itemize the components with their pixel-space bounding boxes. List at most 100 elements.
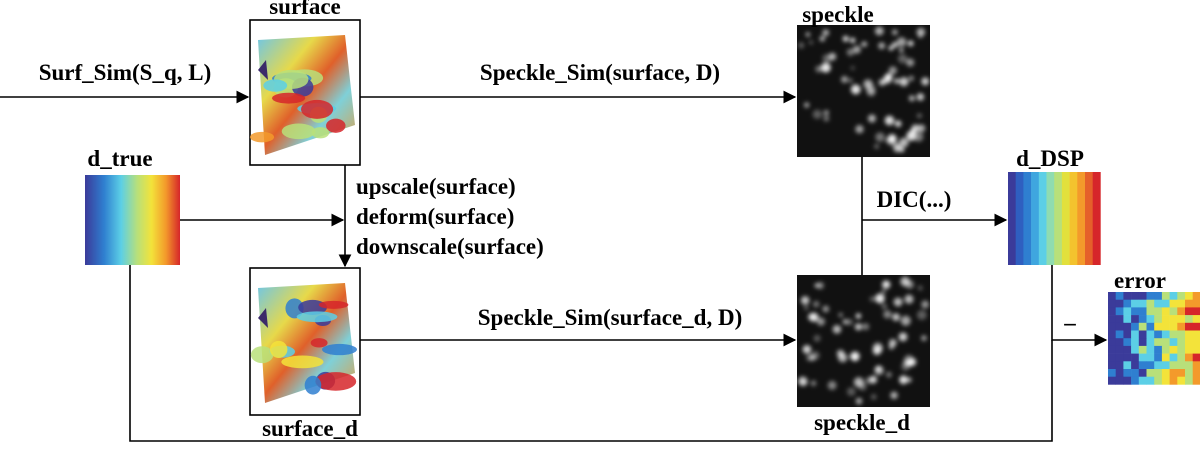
texture xyxy=(1161,369,1170,377)
texture xyxy=(1161,361,1170,370)
speckle-image xyxy=(797,25,930,157)
texture xyxy=(1123,353,1132,362)
texture xyxy=(1146,292,1155,300)
texture xyxy=(1185,376,1193,385)
texture xyxy=(1131,338,1140,347)
texture xyxy=(875,366,881,371)
texture xyxy=(1108,376,1116,385)
texture xyxy=(898,332,908,342)
texture xyxy=(1177,322,1186,331)
texture xyxy=(874,26,884,36)
texture xyxy=(1185,369,1193,377)
texture xyxy=(1123,369,1132,377)
texture xyxy=(1054,172,1063,265)
texture xyxy=(1177,369,1186,377)
texture xyxy=(1138,299,1147,308)
texture xyxy=(860,41,866,47)
texture xyxy=(1108,353,1116,362)
texture xyxy=(918,33,923,39)
texture xyxy=(1192,299,1200,308)
texture xyxy=(1177,299,1186,308)
texture xyxy=(281,355,324,369)
texture xyxy=(823,109,830,116)
texture xyxy=(1192,353,1200,362)
texture xyxy=(1108,330,1116,339)
texture xyxy=(300,99,334,119)
texture xyxy=(1177,361,1186,370)
texture xyxy=(803,305,809,311)
texture xyxy=(842,319,848,325)
texture xyxy=(1138,307,1147,316)
texture xyxy=(1138,315,1147,324)
texture xyxy=(906,58,915,67)
texture xyxy=(802,345,812,354)
edge-label: Surf_Sim(S_q, L) xyxy=(39,60,212,85)
texture xyxy=(806,354,813,362)
texture xyxy=(1131,315,1140,324)
texture xyxy=(1115,330,1124,339)
texture xyxy=(1161,307,1170,316)
texture xyxy=(1138,376,1147,385)
texture xyxy=(842,35,849,42)
texture xyxy=(1108,299,1116,308)
texture xyxy=(1192,369,1200,377)
texture xyxy=(800,296,810,305)
texture xyxy=(1154,345,1163,354)
texture xyxy=(897,53,908,64)
texture xyxy=(1069,172,1078,265)
texture xyxy=(1108,292,1116,300)
texture xyxy=(891,41,898,48)
texture xyxy=(889,338,897,347)
texture xyxy=(1138,361,1147,370)
texture xyxy=(1169,369,1178,377)
texture xyxy=(916,27,926,37)
texture xyxy=(1085,172,1093,265)
texture xyxy=(1192,361,1200,370)
texture xyxy=(1131,322,1140,331)
node-label: speckle xyxy=(802,2,874,27)
texture xyxy=(812,109,823,119)
node-label: error xyxy=(1114,268,1166,293)
node-label: surface_d xyxy=(262,416,358,441)
texture xyxy=(894,120,902,128)
texture xyxy=(326,118,346,133)
texture xyxy=(1115,361,1124,370)
texture xyxy=(886,371,892,378)
texture xyxy=(1131,307,1140,316)
texture xyxy=(1146,330,1155,339)
texture xyxy=(921,300,930,309)
texture xyxy=(1146,345,1155,354)
texture xyxy=(1146,299,1155,308)
texture xyxy=(1146,376,1155,385)
texture xyxy=(798,276,930,405)
texture xyxy=(1185,315,1193,324)
texture xyxy=(1138,322,1147,331)
texture xyxy=(1192,338,1200,347)
texture xyxy=(846,318,853,326)
texture xyxy=(863,79,873,89)
texture xyxy=(1161,353,1170,362)
texture xyxy=(849,37,856,44)
texture xyxy=(1177,338,1186,347)
texture xyxy=(803,102,810,108)
texture xyxy=(1131,345,1140,354)
texture xyxy=(823,115,830,122)
texture xyxy=(904,294,914,304)
texture xyxy=(1192,330,1200,339)
texture xyxy=(908,357,917,367)
texture xyxy=(1161,322,1170,331)
texture xyxy=(798,376,808,387)
texture xyxy=(874,143,880,149)
texture xyxy=(900,315,911,326)
texture xyxy=(1192,345,1200,354)
texture xyxy=(893,144,902,153)
texture xyxy=(850,84,861,95)
connector xyxy=(129,265,1053,442)
d-true-image xyxy=(85,175,180,265)
texture xyxy=(916,113,922,119)
texture xyxy=(797,42,805,49)
texture xyxy=(1161,292,1170,300)
texture xyxy=(888,45,894,51)
surface-d-box xyxy=(249,267,361,416)
